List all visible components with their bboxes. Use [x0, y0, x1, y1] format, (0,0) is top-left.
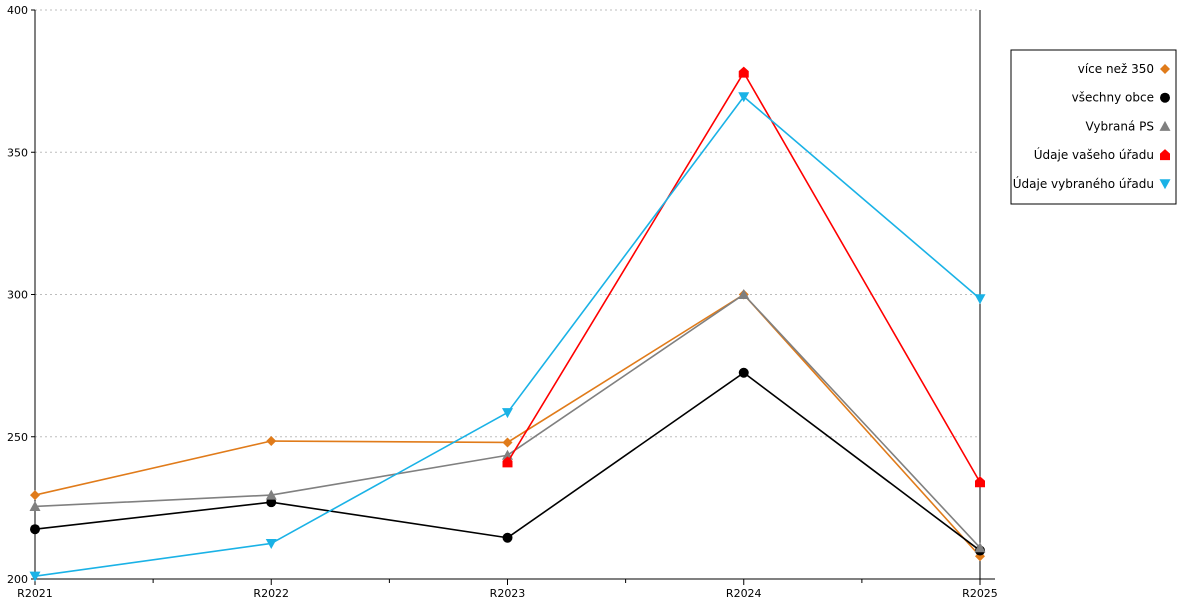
legend-marker — [1159, 120, 1171, 131]
legend: více než 350 všechny obce Vybraná PS Údaje … — [1010, 49, 1177, 205]
legend-item: více než 350 — [1078, 62, 1170, 76]
legend-marker — [1160, 64, 1170, 74]
data-point — [502, 456, 513, 468]
data-point — [975, 476, 985, 488]
data-point — [738, 66, 749, 78]
data-point — [29, 571, 41, 582]
data-point — [502, 437, 513, 448]
y-tick-label: 250 — [7, 431, 28, 444]
series-line — [34, 293, 981, 549]
legend-label: všechny obce — [1072, 91, 1154, 105]
data-point — [265, 538, 277, 549]
x-tick-label: R2025 — [962, 587, 998, 600]
y-tick-label: 400 — [7, 4, 28, 17]
legend-marker — [1160, 149, 1170, 161]
legend-label: více než 350 — [1078, 62, 1154, 76]
series-3 — [502, 66, 985, 488]
data-point — [974, 294, 986, 305]
y-tick-label: 200 — [7, 573, 28, 586]
legend-label: Údaje vašeho úřadu — [1034, 147, 1154, 162]
data-point — [29, 500, 41, 511]
legend-label: Vybraná PS — [1085, 119, 1154, 133]
x-tick-label: R2021 — [17, 587, 53, 600]
data-point — [974, 542, 986, 553]
legend-box — [1010, 49, 1177, 205]
axes: 200 250 300 350 400 R2021 R2022 R2023 R2024 R2025 — [7, 4, 998, 600]
data-point — [738, 367, 749, 378]
data-point — [266, 497, 277, 508]
legend-marker — [1159, 179, 1171, 190]
series-group — [29, 66, 986, 582]
legend-label: Údaje vybraného úřadu — [1013, 176, 1154, 191]
data-point — [266, 436, 277, 447]
x-tick-label: R2023 — [490, 587, 526, 600]
legend-marker — [1160, 92, 1170, 103]
data-point — [502, 408, 513, 419]
y-tick-label: 350 — [7, 146, 28, 159]
series-line — [34, 95, 981, 577]
x-tick-label: R2024 — [726, 587, 762, 600]
series-line — [506, 71, 981, 483]
legend-item: Údaje vybraného úřadu — [1013, 176, 1171, 191]
series-4 — [29, 92, 986, 582]
legend-item: Údaje vašeho úřadu — [1034, 147, 1170, 162]
data-point — [738, 289, 750, 299]
x-tick-label: R2022 — [253, 587, 289, 600]
legend-item: všechny obce — [1072, 91, 1170, 105]
gridlines — [35, 9, 980, 438]
series-line — [34, 293, 981, 557]
y-tick-label: 300 — [7, 289, 28, 302]
data-point — [30, 490, 40, 501]
legend-item: Vybraná PS — [1085, 119, 1171, 133]
data-point — [30, 524, 40, 535]
data-point — [265, 489, 277, 500]
data-point — [738, 92, 750, 103]
series-0 — [30, 289, 985, 562]
data-point — [502, 532, 513, 543]
